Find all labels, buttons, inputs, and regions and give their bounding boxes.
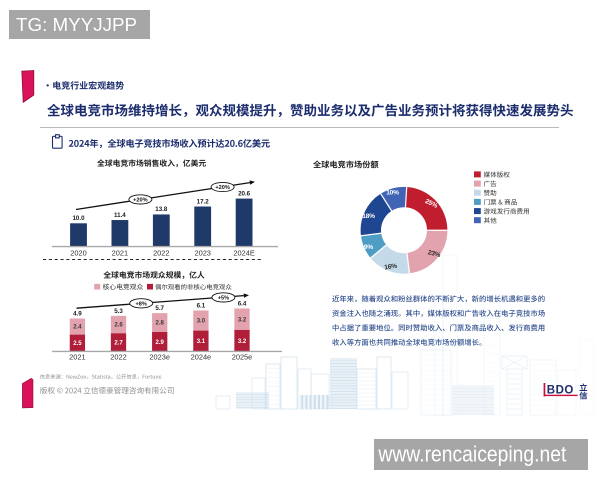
svg-text:6.1: 6.1 bbox=[197, 303, 206, 310]
svg-text:2023: 2023 bbox=[194, 249, 210, 258]
svg-text:13.8: 13.8 bbox=[155, 206, 168, 213]
svg-text:3.2: 3.2 bbox=[238, 339, 247, 345]
svg-text:2022: 2022 bbox=[153, 249, 169, 258]
svg-text:3.1: 3.1 bbox=[197, 339, 206, 345]
svg-text:+20%: +20% bbox=[215, 185, 229, 191]
svg-text:+20%: +20% bbox=[133, 197, 147, 203]
svg-text:4.9: 4.9 bbox=[73, 311, 82, 318]
svg-text:18%: 18% bbox=[362, 213, 375, 220]
svg-text:2025e: 2025e bbox=[232, 352, 253, 361]
svg-text:2023e: 2023e bbox=[149, 352, 170, 361]
svg-text:www.rencaiceping.net: www.rencaiceping.net bbox=[378, 442, 567, 467]
svg-text:5.7: 5.7 bbox=[155, 305, 164, 312]
svg-text:2024E: 2024E bbox=[233, 249, 254, 258]
svg-text:2.6: 2.6 bbox=[114, 323, 123, 329]
svg-text:2021: 2021 bbox=[112, 249, 128, 258]
svg-text:2.5: 2.5 bbox=[73, 341, 82, 347]
svg-text:10.0: 10.0 bbox=[72, 215, 85, 222]
svg-text:2024e: 2024e bbox=[191, 352, 212, 361]
svg-text:20.6: 20.6 bbox=[238, 190, 251, 197]
svg-text:2020: 2020 bbox=[70, 249, 86, 258]
svg-text:9%: 9% bbox=[364, 244, 373, 251]
svg-text:5.3: 5.3 bbox=[114, 308, 123, 315]
svg-text:2021: 2021 bbox=[69, 352, 85, 361]
svg-text:+8%: +8% bbox=[136, 301, 147, 307]
svg-text:TG: MYYJJPP: TG: MYYJJPP bbox=[16, 14, 137, 35]
svg-text:11.4: 11.4 bbox=[114, 212, 126, 219]
svg-text:6.4: 6.4 bbox=[238, 301, 247, 308]
svg-text:2.4: 2.4 bbox=[73, 325, 82, 331]
svg-text:2.9: 2.9 bbox=[156, 340, 165, 346]
svg-text:2.7: 2.7 bbox=[114, 340, 123, 346]
svg-text:16%: 16% bbox=[384, 263, 398, 272]
svg-text:2.8: 2.8 bbox=[156, 321, 165, 327]
svg-text:2022: 2022 bbox=[110, 352, 126, 361]
svg-text:10%: 10% bbox=[386, 190, 399, 197]
svg-text:+5%: +5% bbox=[218, 295, 229, 301]
svg-text:25%: 25% bbox=[424, 198, 439, 210]
svg-text:BDO: BDO bbox=[547, 385, 574, 397]
svg-text:3.0: 3.0 bbox=[197, 319, 206, 325]
svg-text:23%: 23% bbox=[427, 249, 441, 259]
svg-text:17.2: 17.2 bbox=[197, 198, 210, 205]
svg-text:3.2: 3.2 bbox=[238, 317, 247, 323]
